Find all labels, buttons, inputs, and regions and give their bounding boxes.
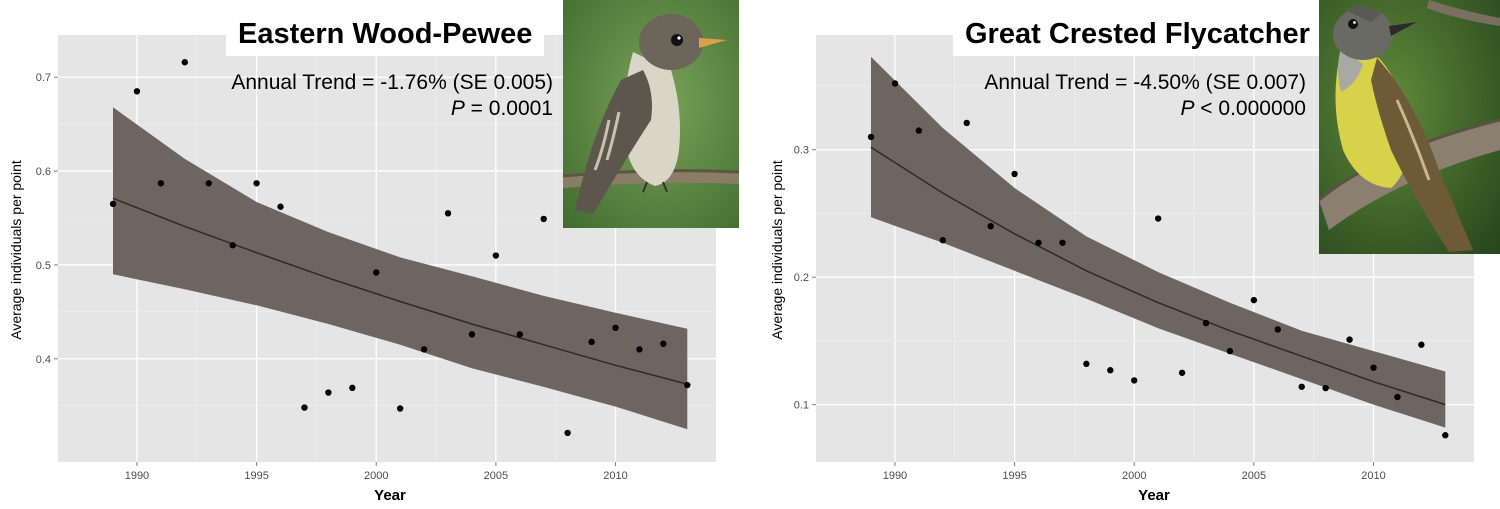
data-point: [564, 429, 571, 437]
data-point: [1178, 369, 1186, 376]
y-tick-label: 0.7: [36, 72, 51, 84]
x-tick-label: 2000: [364, 470, 388, 482]
y-tick-label: 0.6: [36, 166, 51, 178]
annual-trend-text: Annual Trend = -4.50% (SE 0.007): [984, 71, 1306, 94]
data-point: [277, 203, 284, 210]
x-tick-label: 1995: [1002, 470, 1026, 482]
data-point: [1107, 367, 1114, 374]
data-point: [867, 133, 875, 141]
y-axis-label: Average individuals per point: [769, 160, 785, 340]
data-point: [891, 80, 899, 87]
data-points: [109, 59, 691, 437]
data-point: [1226, 347, 1234, 355]
data-point: [109, 200, 117, 208]
data-point: [1418, 341, 1425, 348]
data-point: [915, 127, 923, 134]
data-point: [325, 389, 332, 396]
data-point: [612, 324, 619, 331]
y-axis-ticks: 0.4 0.5 0.6 0.7: [36, 72, 58, 366]
data-point: [1011, 170, 1018, 178]
data-point: [1274, 326, 1281, 333]
p-label: P: [1180, 97, 1195, 120]
y-tick-label: 0.2: [794, 272, 809, 284]
data-point: [684, 381, 691, 389]
data-point: [468, 331, 476, 338]
chart-great-crested-flycatcher: 1990 1995 2000 2005 2010 0.1 0.2 0.3 Year Aver…: [750, 0, 1500, 509]
data-point: [1346, 336, 1353, 343]
annual-trend-text: Annual Trend = -1.76% (SE 0.005): [231, 71, 553, 94]
data-point: [1250, 296, 1258, 304]
data-point: [588, 338, 595, 346]
confidence-ribbon-group: [113, 107, 688, 430]
p-value: = 0.0001: [464, 97, 553, 120]
data-point: [349, 384, 356, 392]
trend-line: [112, 197, 688, 385]
x-tick-label: 1995: [244, 470, 268, 482]
data-point: [420, 346, 428, 353]
trend-line-group: [870, 146, 1446, 406]
y-tick-label: 0.1: [794, 400, 809, 412]
data-point: [1154, 215, 1162, 222]
x-axis-label: Year: [1138, 487, 1170, 504]
data-point: [205, 180, 212, 187]
data-point: [1202, 319, 1210, 327]
data-point: [963, 119, 970, 127]
x-axis-label: Year: [374, 487, 406, 504]
confidence-ribbon: [113, 107, 688, 430]
eastern-wood-pewee-photo: [563, 0, 739, 228]
x-tick-label: 2010: [603, 470, 627, 482]
data-point: [1035, 239, 1042, 246]
data-point: [301, 404, 308, 411]
data-point: [133, 88, 141, 95]
chart-title: Great Crested Flycatcher: [953, 10, 1322, 56]
data-point: [987, 222, 994, 230]
annual-trend-annotation: Annual Trend = -4.50% (SE 0.007) P < 0.0…: [984, 70, 1306, 122]
data-point: [253, 180, 260, 187]
data-point: [1059, 239, 1066, 246]
y-tick-label: 0.3: [794, 145, 809, 157]
great-crested-flycatcher-photo: [1319, 0, 1500, 254]
x-tick-label: 1990: [125, 470, 149, 482]
data-point: [1322, 384, 1329, 392]
data-point: [1370, 364, 1377, 371]
data-point: [516, 331, 523, 338]
data-point: [157, 180, 165, 187]
trend-line-group: [112, 197, 688, 385]
x-axis-ticks: 1990 1995 2000 2005 2010: [883, 462, 1386, 482]
x-tick-label: 2005: [484, 470, 508, 482]
x-tick-label: 2005: [1242, 470, 1266, 482]
annual-trend-annotation: Annual Trend = -1.76% (SE 0.005) P = 0.0…: [231, 70, 553, 122]
data-point: [939, 237, 947, 244]
data-point: [1394, 393, 1401, 401]
data-point: [636, 346, 643, 353]
y-tick-label: 0.5: [36, 260, 51, 272]
data-point: [1298, 383, 1305, 390]
data-point: [229, 242, 236, 249]
data-point: [540, 215, 547, 223]
x-tick-label: 2000: [1122, 470, 1146, 482]
data-point: [660, 340, 667, 347]
confidence-ribbon: [871, 56, 1446, 428]
x-tick-label: 1990: [883, 470, 907, 482]
data-point: [373, 269, 380, 276]
x-tick-label: 2010: [1361, 470, 1385, 482]
y-tick-label: 0.4: [36, 354, 51, 366]
chart-title: Eastern Wood-Pewee: [226, 10, 545, 56]
p-label: P: [450, 97, 465, 120]
data-point: [1442, 432, 1449, 439]
chart-eastern-wood-pewee: 1990 1995 2000 2005 2010 0.4 0.5 0.6 0.7 Year A…: [8, 0, 739, 504]
y-axis-label: Average individuals per point: [8, 160, 24, 340]
data-point: [444, 210, 452, 217]
data-points: [867, 80, 1449, 439]
confidence-ribbon-group: [871, 56, 1446, 428]
trend-line: [870, 146, 1446, 406]
y-axis-ticks: 0.1 0.2 0.3: [794, 145, 816, 412]
p-value: < 0.000000: [1194, 97, 1306, 120]
data-point: [1131, 377, 1138, 384]
x-axis-ticks: 1990 1995 2000 2005 2010: [125, 462, 628, 482]
data-point: [396, 405, 404, 412]
data-point: [1083, 360, 1090, 368]
data-point: [492, 252, 500, 259]
data-point: [181, 59, 189, 66]
